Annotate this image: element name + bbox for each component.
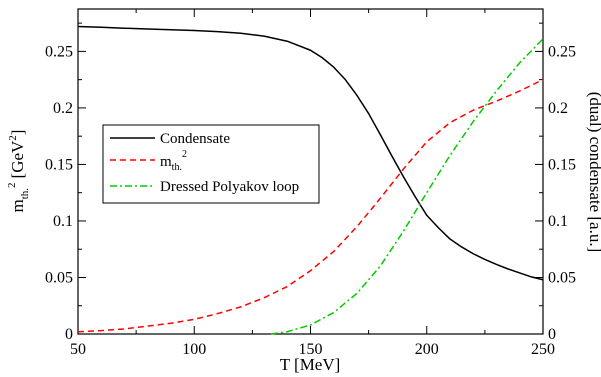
y-left-label-unit-close: ] xyxy=(8,130,27,136)
x-tick-label: 250 xyxy=(531,341,555,358)
y-left-tick-label: 0.1 xyxy=(53,213,73,230)
x-axis-ticks: 50 100 150 200 250 xyxy=(70,9,555,358)
y-right-tick-label: 0.15 xyxy=(548,156,576,173)
x-tick-label: 50 xyxy=(70,341,86,358)
y-left-tick-label: 0.25 xyxy=(45,43,73,60)
y-left-label-unit-sup: 2 xyxy=(7,135,19,141)
y-axis-right-label: (dual) condensate [a.u.] xyxy=(586,92,601,252)
series-layer xyxy=(77,25,544,335)
y-axis-right-ticks: 0 0.05 0.1 0.15 0.2 0.25 xyxy=(535,22,576,343)
x-tick-label: 100 xyxy=(182,341,206,358)
y-left-tick-label: 0.15 xyxy=(45,156,73,173)
legend-mth2-sub: th. xyxy=(172,162,182,173)
legend-label-mth2: mth.2 xyxy=(160,149,187,173)
legend-label-polyakov: Dressed Polyakov loop xyxy=(160,179,299,195)
x-tick-label: 200 xyxy=(415,341,439,358)
y-right-tick-label: 0.2 xyxy=(548,100,568,117)
y-axis-left-label: mth.2[GeV2] xyxy=(6,130,31,213)
y-left-label-unit: [GeV xyxy=(8,140,27,178)
y-axis-left-label-text: mth.2[GeV2] xyxy=(6,130,31,213)
series-mth2-line xyxy=(77,78,544,333)
y-left-tick-label: 0.05 xyxy=(45,269,73,286)
x-axis-label: T [MeV] xyxy=(280,355,341,374)
x-tick-label: 150 xyxy=(299,341,323,358)
y-left-label-base: m xyxy=(8,199,27,212)
y-left-tick-label: 0 xyxy=(65,326,73,343)
y-right-tick-label: 0.1 xyxy=(548,213,568,230)
legend-label-condensate: Condensate xyxy=(160,131,230,147)
legend-mth2-sup: 2 xyxy=(182,149,187,160)
y-left-label-sup: 2 xyxy=(6,182,18,188)
series-condensate-line xyxy=(77,25,544,281)
y-right-tick-label: 0 xyxy=(548,326,556,343)
y-axis-left-ticks: 0 0.05 0.1 0.15 0.2 0.25 xyxy=(45,22,86,343)
y-left-tick-label: 0.2 xyxy=(53,100,73,117)
y-left-label-sub: th. xyxy=(19,188,31,200)
legend-mth2-base: m xyxy=(160,154,172,170)
series-polyakov-line xyxy=(270,38,544,335)
y-right-tick-label: 0.05 xyxy=(548,269,576,286)
y-right-tick-label: 0.25 xyxy=(548,43,576,60)
legend: Condensate mth.2 Dressed Polyakov loop xyxy=(102,124,320,204)
